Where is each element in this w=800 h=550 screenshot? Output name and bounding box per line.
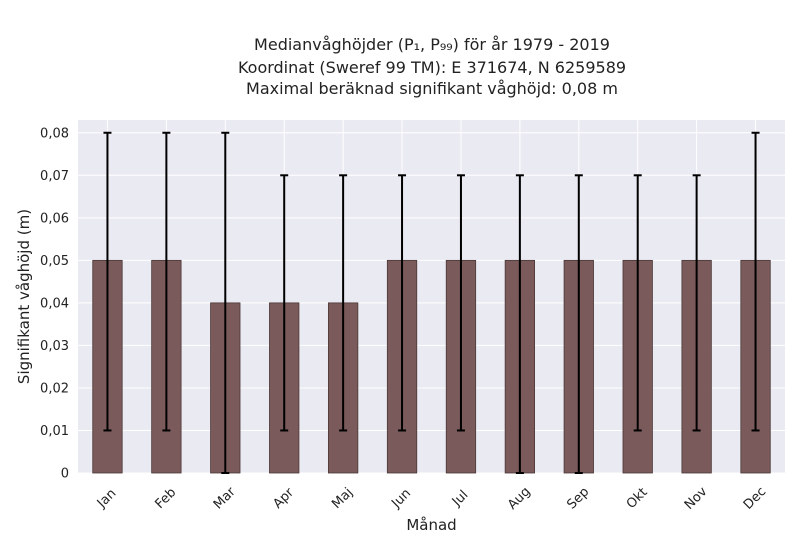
x-axis-label: Månad: [406, 516, 456, 534]
plot-area: [78, 120, 785, 473]
y-tick-label: 0,07: [40, 169, 69, 184]
x-tick-label: Dec: [741, 484, 769, 512]
y-tick-label: 0,05: [40, 254, 69, 269]
x-tick-label: Jun: [388, 486, 414, 512]
y-tick-label: 0,02: [40, 381, 69, 396]
y-tick-label: 0,04: [40, 296, 69, 311]
x-axis-ticks: Jan Feb Mar Apr Maj Jun Jul Aug Sep Okt Nov Dec: [94, 484, 769, 513]
x-tick-label: Aug: [505, 484, 534, 513]
y-tick-label: 0: [61, 467, 69, 482]
x-tick-label: Apr: [270, 485, 297, 512]
x-tick-label: Maj: [329, 485, 356, 512]
y-axis-ticks: 0 0,01 0,02 0,03 0,04 0,05 0,06 0,07 0,08: [40, 126, 69, 481]
x-tick-label: Jul: [449, 488, 471, 510]
y-axis-label: Signifikant våghöjd (m): [15, 209, 33, 384]
y-tick-label: 0,01: [40, 424, 69, 439]
y-tick-label: 0,03: [40, 339, 69, 354]
x-tick-label: Sep: [564, 485, 592, 513]
x-tick-label: Okt: [624, 485, 651, 512]
chart-title-line-2: Koordinat (Sweref 99 TM): E 371674, N 62…: [237, 58, 627, 77]
x-tick-label: Feb: [152, 485, 179, 512]
y-tick-label: 0,06: [40, 211, 69, 226]
chart-title-line-3: Maximal beräknad signifikant våghöjd: 0,…: [246, 79, 618, 98]
x-tick-label: Mar: [211, 484, 239, 512]
chart-title-line-1: Medianvåghöjder (P₁, P₉₉) för år 1979 - …: [254, 35, 610, 54]
y-tick-label: 0,08: [40, 126, 69, 141]
x-tick-label: Jan: [94, 486, 119, 511]
error-bars-group: [103, 131, 760, 474]
x-tick-label: Nov: [682, 484, 711, 513]
